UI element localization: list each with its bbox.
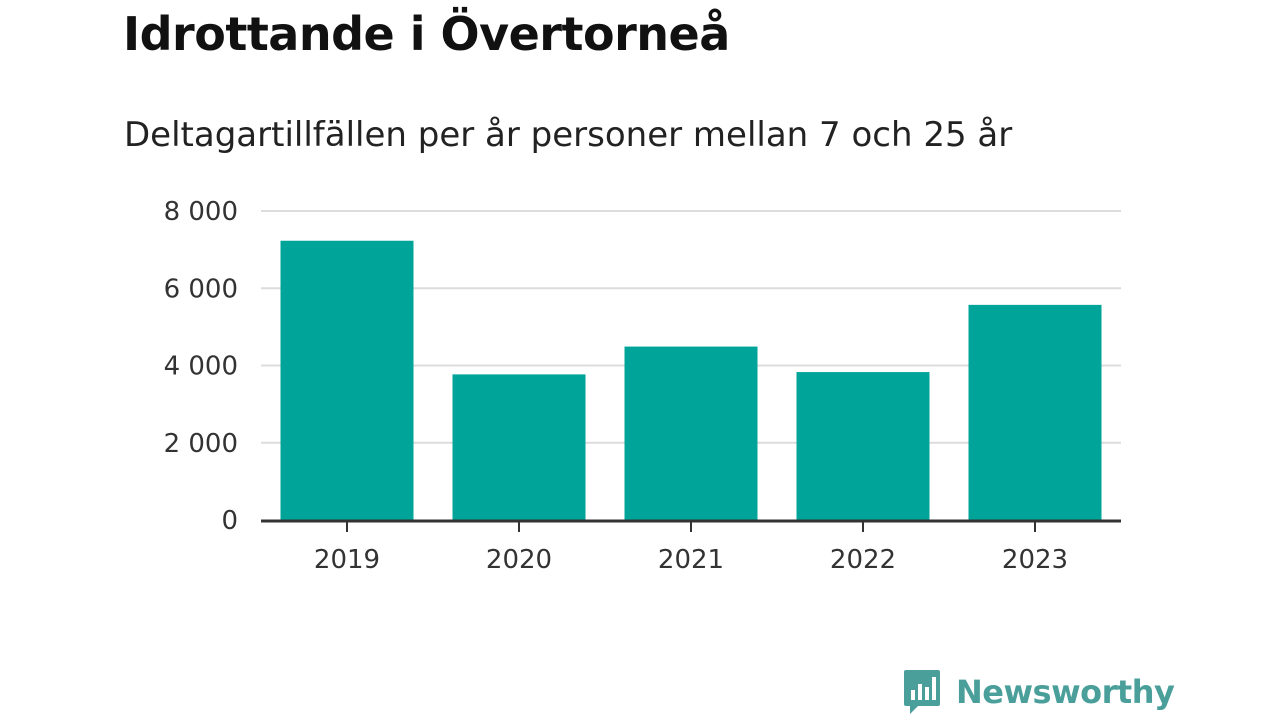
newsworthy-logo-icon [904,670,940,714]
x-tick-label: 2020 [486,545,552,575]
chart-title: Idrottande i Övertorneå [123,7,730,61]
y-tick-label: 4 000 [164,352,238,382]
y-tick-label: 6 000 [164,274,238,304]
x-tick-label: 2022 [830,545,896,575]
bar-2022 [796,372,930,520]
y-tick-label: 2 000 [164,429,238,459]
bar-2023 [968,304,1102,520]
y-tick-label: 8 000 [164,197,238,227]
bar-2021 [624,346,758,520]
x-axis [261,519,1121,532]
bars [280,240,1102,520]
y-axis-tick-labels: 0 2 000 4 000 6 000 8 000 [164,197,238,536]
bar-2019 [280,240,414,520]
y-tick-label: 0 [221,506,238,536]
x-axis-tick-labels: 2019 2020 2021 2022 2023 [314,545,1068,575]
newsworthy-logo: Newsworthy [902,668,1175,716]
x-tick-label: 2021 [658,545,724,575]
newsworthy-logo-text: Newsworthy [956,673,1175,711]
bar-2020 [452,374,586,520]
x-tick-label: 2019 [314,545,380,575]
x-tick-label: 2023 [1002,545,1068,575]
chart-subtitle: Deltagartillfällen per år personer mella… [124,115,1013,155]
